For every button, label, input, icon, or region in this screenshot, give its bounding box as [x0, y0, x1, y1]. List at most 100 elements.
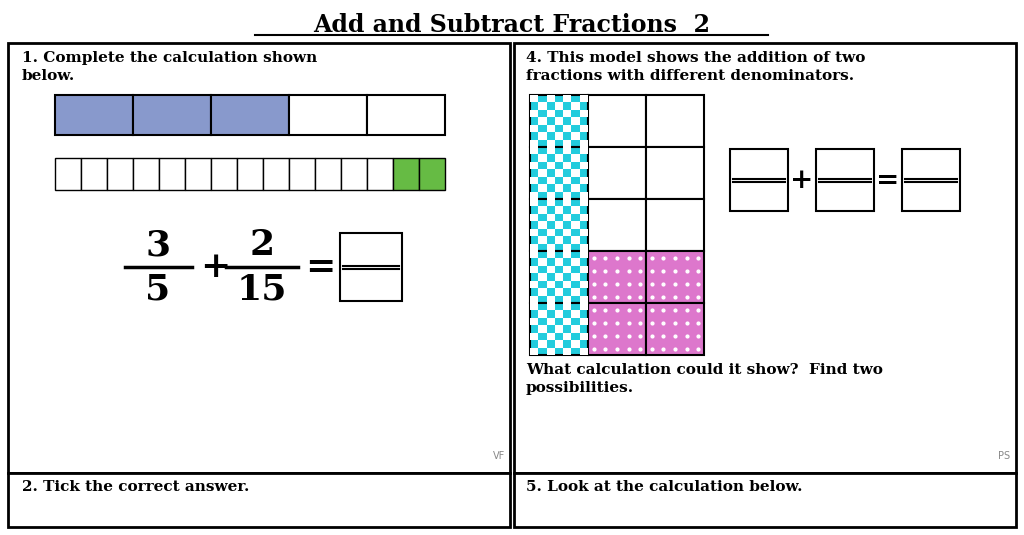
- Bar: [8, 473, 510, 527]
- Text: Add and Subtract Fractions  2: Add and Subtract Fractions 2: [313, 13, 711, 37]
- Bar: [547, 177, 555, 184]
- Bar: [530, 243, 539, 251]
- Bar: [580, 95, 588, 102]
- Bar: [547, 243, 555, 251]
- Bar: [580, 199, 588, 207]
- Bar: [340, 233, 402, 301]
- Bar: [341, 158, 367, 190]
- Bar: [646, 199, 705, 251]
- Bar: [555, 340, 563, 348]
- Bar: [580, 266, 588, 273]
- Bar: [530, 110, 539, 117]
- Bar: [571, 221, 580, 229]
- Bar: [563, 147, 571, 155]
- Bar: [530, 214, 539, 221]
- Bar: [530, 192, 539, 199]
- Bar: [185, 158, 211, 190]
- Bar: [547, 162, 555, 169]
- Bar: [571, 117, 580, 125]
- Bar: [8, 43, 510, 473]
- Bar: [530, 95, 588, 147]
- Bar: [588, 147, 646, 199]
- Text: =: =: [877, 166, 900, 194]
- Bar: [555, 325, 563, 333]
- Bar: [580, 147, 588, 155]
- Bar: [547, 281, 555, 288]
- Bar: [211, 95, 289, 135]
- Bar: [547, 266, 555, 273]
- Text: 1. Complete the calculation shown: 1. Complete the calculation shown: [22, 51, 317, 65]
- Bar: [580, 229, 588, 236]
- Bar: [539, 155, 547, 162]
- Bar: [547, 95, 555, 102]
- Bar: [563, 243, 571, 251]
- Text: What calculation could it show?  Find two: What calculation could it show? Find two: [526, 363, 883, 377]
- Bar: [563, 251, 571, 258]
- Bar: [547, 251, 555, 258]
- Bar: [530, 281, 539, 288]
- Text: PS: PS: [997, 451, 1010, 461]
- Bar: [539, 169, 547, 177]
- Bar: [580, 318, 588, 325]
- Bar: [563, 318, 571, 325]
- Bar: [211, 158, 237, 190]
- Bar: [563, 295, 571, 303]
- Bar: [530, 177, 539, 184]
- Bar: [563, 281, 571, 288]
- Bar: [547, 140, 555, 147]
- Bar: [730, 149, 788, 211]
- Bar: [547, 348, 555, 355]
- Text: 15: 15: [237, 272, 288, 306]
- Bar: [539, 325, 547, 333]
- Bar: [571, 273, 580, 281]
- Text: fractions with different denominators.: fractions with different denominators.: [526, 69, 854, 83]
- Bar: [902, 149, 961, 211]
- Bar: [263, 158, 289, 190]
- Bar: [530, 333, 539, 340]
- Bar: [580, 125, 588, 132]
- Bar: [588, 251, 646, 303]
- Bar: [571, 288, 580, 295]
- Bar: [514, 43, 1016, 473]
- Text: 5: 5: [145, 272, 171, 306]
- Bar: [530, 229, 539, 236]
- Bar: [530, 147, 588, 199]
- Text: 2. Tick the correct answer.: 2. Tick the correct answer.: [22, 480, 250, 494]
- Bar: [530, 348, 539, 355]
- Bar: [530, 266, 539, 273]
- Bar: [514, 473, 1016, 527]
- Bar: [571, 310, 580, 318]
- Bar: [571, 340, 580, 348]
- Bar: [580, 192, 588, 199]
- Bar: [580, 295, 588, 303]
- Bar: [547, 214, 555, 221]
- Bar: [563, 95, 571, 102]
- Bar: [530, 140, 539, 147]
- Bar: [646, 251, 705, 303]
- Bar: [571, 258, 580, 266]
- Bar: [289, 95, 367, 135]
- Bar: [539, 340, 547, 348]
- Bar: [81, 158, 106, 190]
- Bar: [289, 158, 315, 190]
- Bar: [580, 348, 588, 355]
- Bar: [539, 102, 547, 110]
- Bar: [547, 333, 555, 340]
- Text: 4. This model shows the addition of two: 4. This model shows the addition of two: [526, 51, 865, 65]
- Bar: [646, 303, 705, 355]
- Bar: [563, 140, 571, 147]
- Bar: [539, 258, 547, 266]
- Bar: [530, 251, 588, 303]
- Bar: [530, 303, 588, 355]
- Bar: [530, 95, 539, 102]
- Bar: [547, 110, 555, 117]
- Bar: [571, 184, 580, 192]
- Text: +: +: [200, 250, 230, 284]
- Bar: [530, 303, 539, 310]
- Bar: [563, 177, 571, 184]
- Bar: [580, 177, 588, 184]
- Bar: [571, 325, 580, 333]
- Bar: [419, 158, 445, 190]
- Bar: [555, 132, 563, 140]
- Bar: [646, 95, 705, 147]
